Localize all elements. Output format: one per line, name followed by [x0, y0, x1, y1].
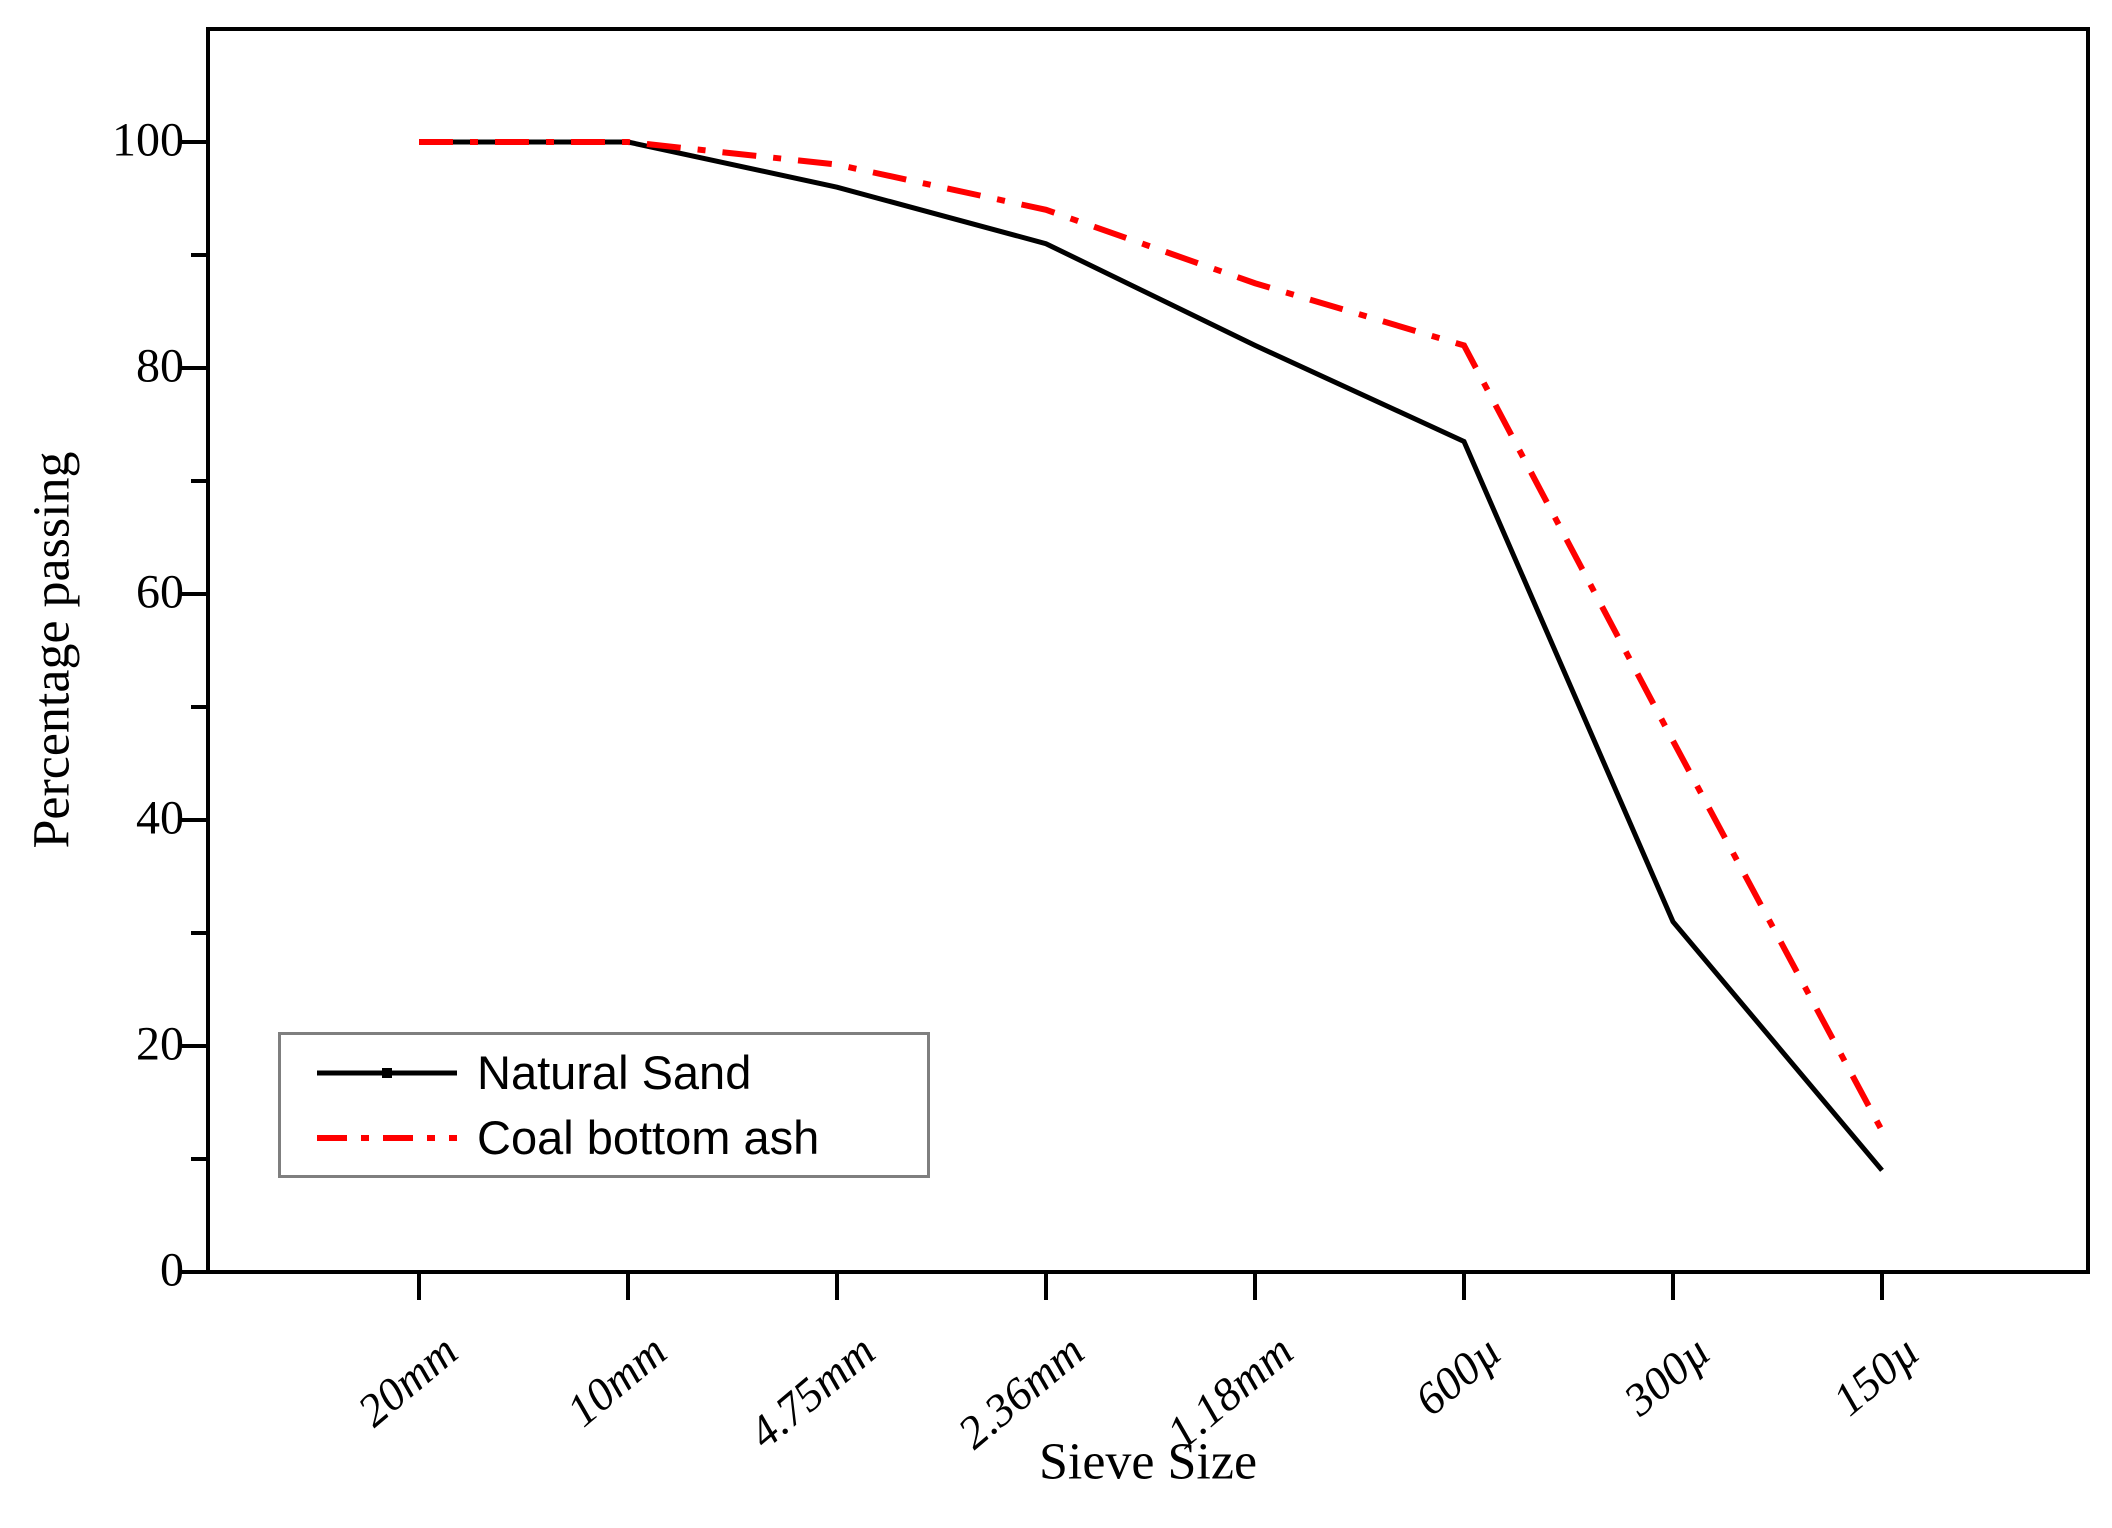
y-tick-label: 60	[136, 565, 184, 619]
x-axis-title: Sieve Size	[1038, 1433, 1258, 1491]
natural-sand-line	[419, 139, 1884, 1172]
y-tick-label: 80	[136, 339, 184, 393]
legend-row-coal-bottom-ash: Coal bottom ash	[281, 1110, 927, 1165]
legend: Natural Sand Coal bottom ash	[278, 1032, 930, 1178]
plot-frame	[206, 27, 2090, 1274]
y-tick-label: 100	[112, 113, 184, 167]
coal-bottom-ash-line	[419, 139, 1885, 1133]
y-tick-label: 20	[136, 1017, 184, 1071]
y-axis-title: Percentage passing	[23, 451, 81, 849]
legend-label-natural-sand: Natural Sand	[477, 1046, 752, 1099]
legend-label-coal-bottom-ash: Coal bottom ash	[477, 1111, 820, 1164]
coal-bottom-ash-line-sample	[317, 1134, 457, 1141]
natural-sand-line-sample	[317, 1067, 457, 1078]
y-tick-label: 0	[160, 1243, 184, 1297]
legend-row-natural-sand: Natural Sand	[281, 1045, 927, 1100]
y-tick-label: 40	[136, 791, 184, 845]
